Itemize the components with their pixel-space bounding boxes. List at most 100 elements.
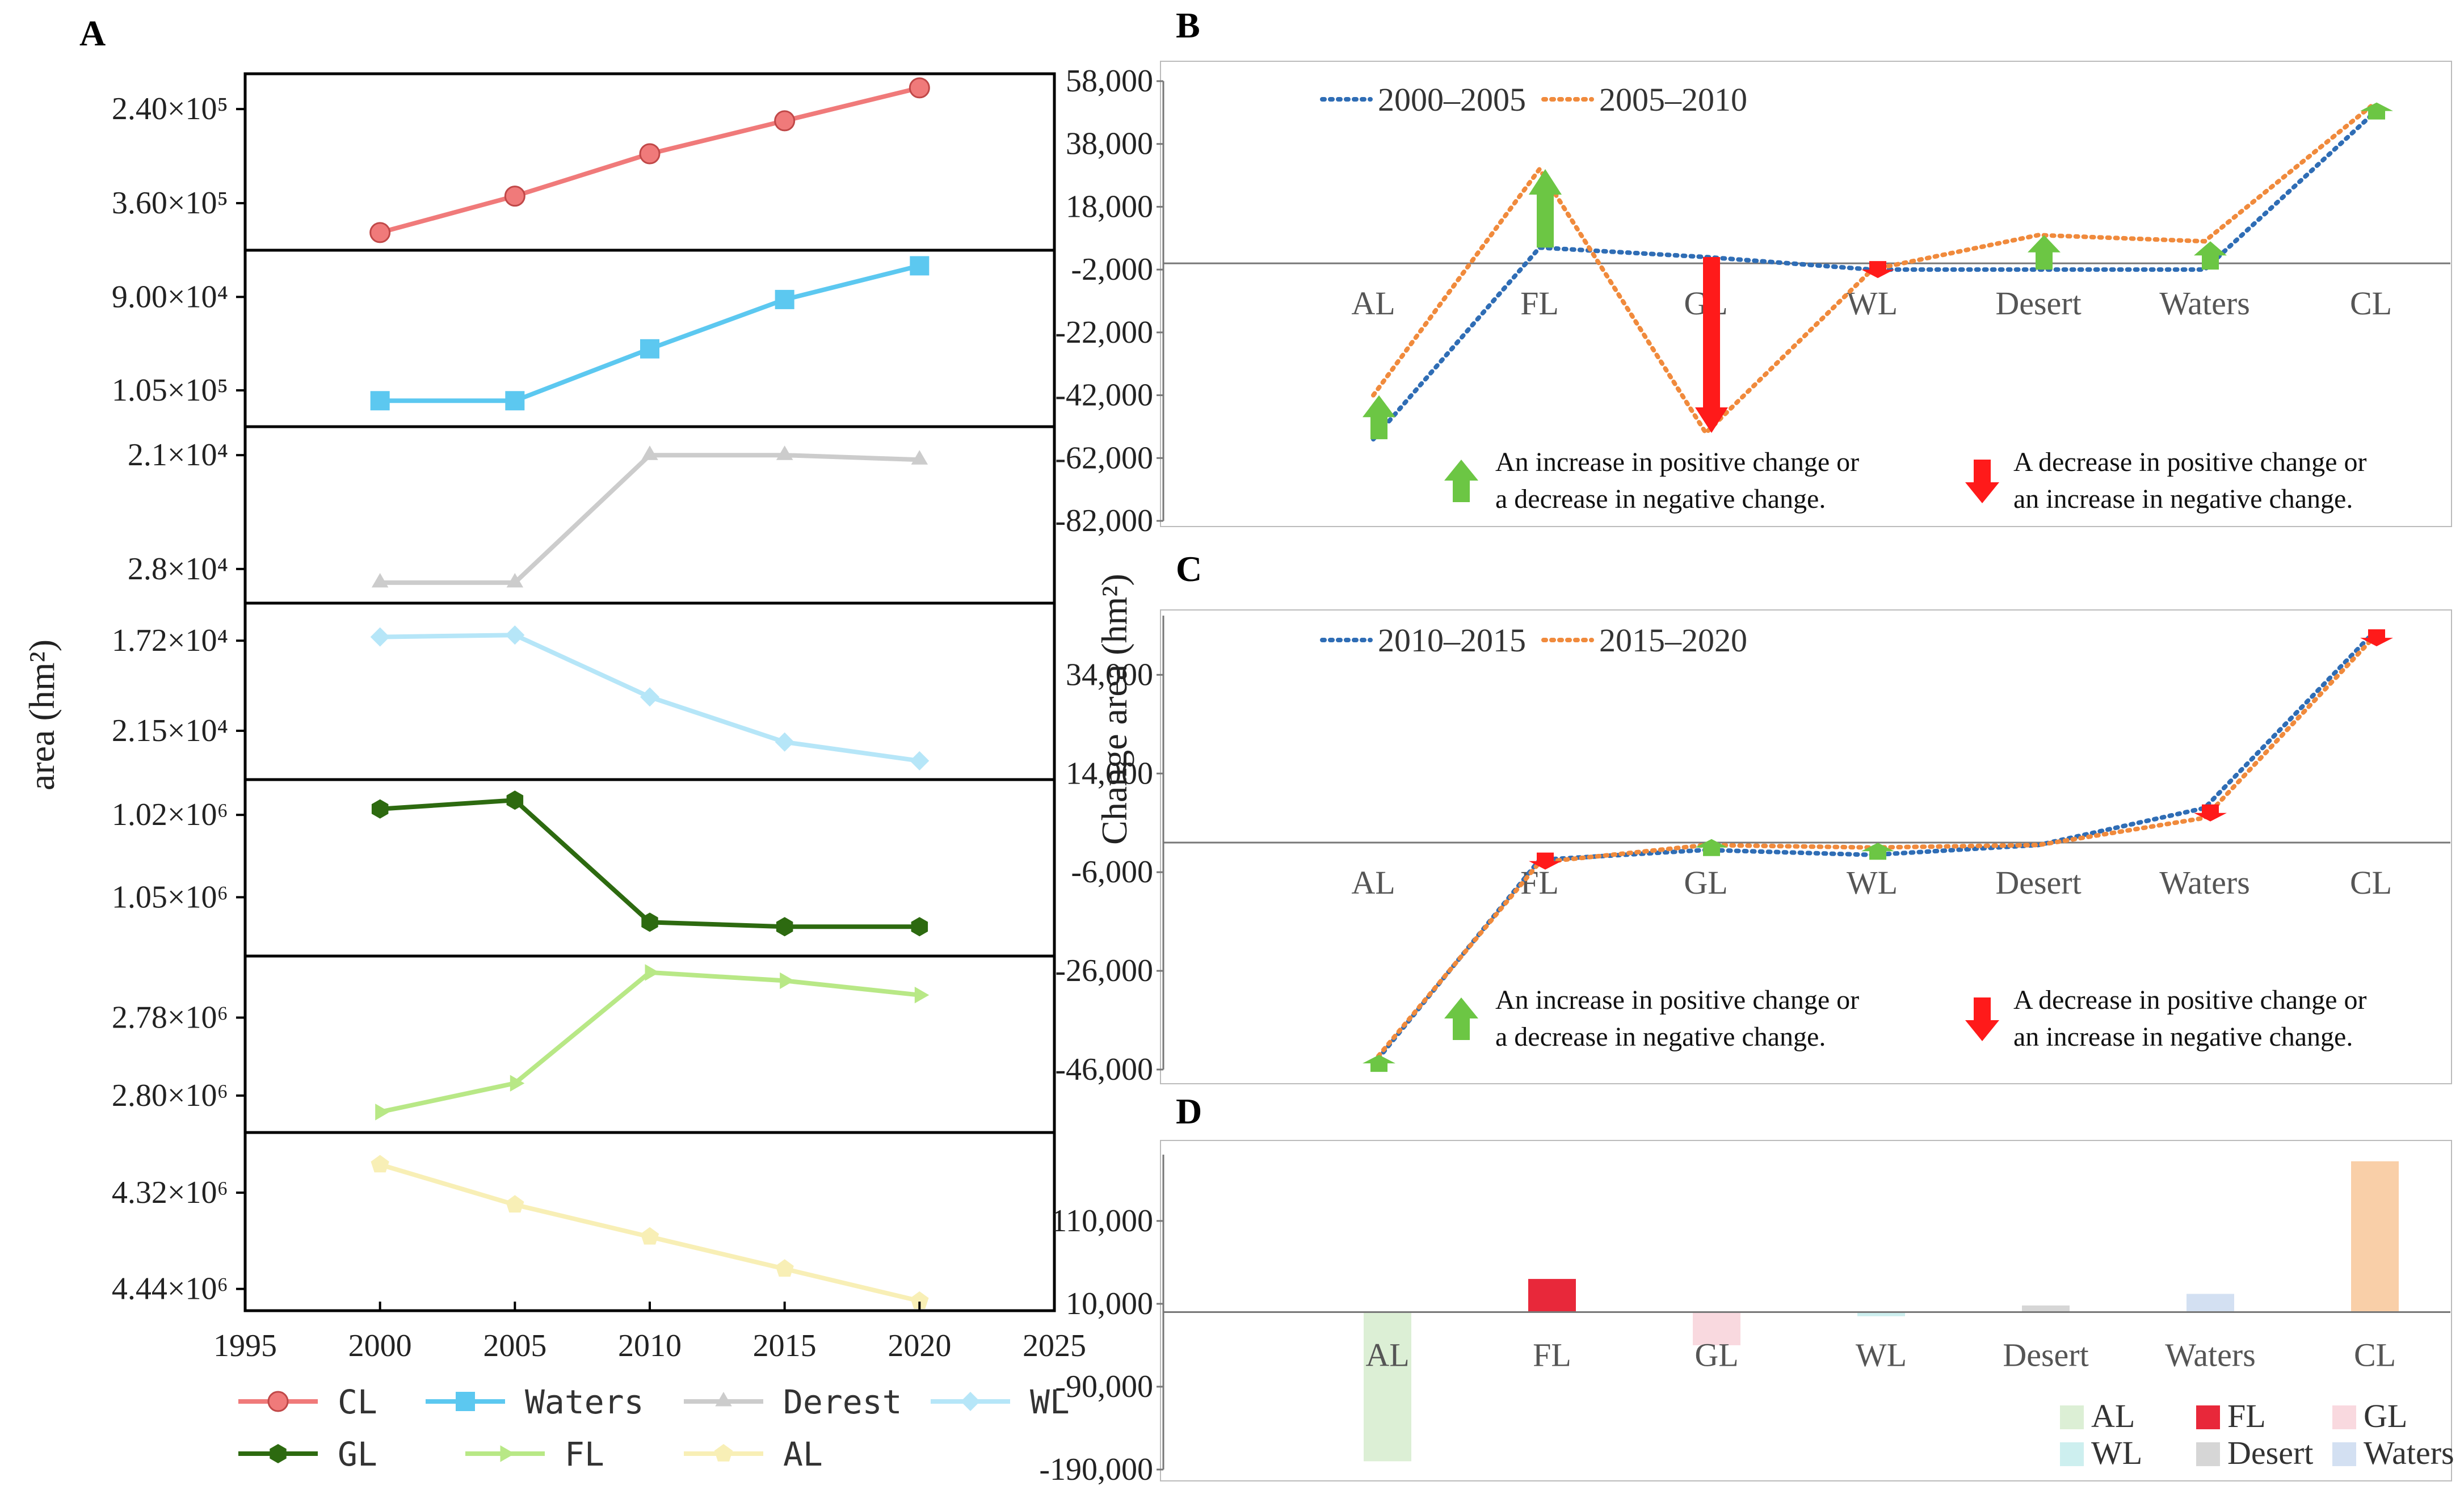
category-label-wl: WL bbox=[1856, 1337, 1907, 1374]
y-tick-label-22-000: -22,000 bbox=[1055, 315, 1153, 350]
legend-entry-desert: Desert bbox=[2196, 1434, 2313, 1471]
change-arrow-al bbox=[1363, 1055, 1395, 1072]
y-tick-label-38-000: 38,000 bbox=[1066, 127, 1153, 162]
y-tick-label-190-000: -190,000 bbox=[1039, 1452, 1153, 1486]
panel-c-frame bbox=[1160, 609, 2452, 1084]
panel-c: C 34,000 14,000 -6,000 -26,000 -46,000 AL FL GL… bbox=[1055, 549, 2452, 1087]
legend-label-fl: FL bbox=[2227, 1397, 2266, 1434]
y-tick-label-34-000: 34,000 bbox=[1066, 657, 1153, 692]
legend-label-2005-2010: 2005–2010 bbox=[1599, 81, 1747, 118]
point-derest-2020 bbox=[911, 450, 928, 465]
note-down-line2: an increase in negative change. bbox=[2013, 484, 2353, 514]
legend-label-desert: Desert bbox=[2227, 1434, 2313, 1471]
legend-entry-2000-2005: 2000–2005 bbox=[1320, 81, 1526, 118]
y-tick-label-58-000: 58,000 bbox=[1066, 64, 1153, 99]
panel-b-frame bbox=[1160, 61, 2452, 527]
panel-d-frame bbox=[1160, 1140, 2452, 1481]
arrow-notes: An increase in positive change or a decre… bbox=[1444, 447, 2366, 514]
x-tick-label-2025: 2025 bbox=[1023, 1328, 1086, 1363]
note-up-line2: a decrease in negative change. bbox=[1495, 1022, 1826, 1052]
series-line-fl bbox=[379, 970, 920, 1114]
bar-desert bbox=[2022, 1305, 2070, 1312]
y-tick-label-14-000: 14,000 bbox=[1066, 756, 1153, 791]
note-down-arrow-icon bbox=[1965, 460, 1999, 503]
bar-gl bbox=[1693, 1312, 1740, 1345]
note-up-line2: a decrease in negative change. bbox=[1495, 484, 1826, 514]
series-line-waters bbox=[380, 263, 920, 403]
change-arrow-wl bbox=[1861, 843, 1894, 860]
change-arrow-gl bbox=[1695, 839, 1728, 856]
note-down-line1: A decrease in positive change or bbox=[2013, 447, 2366, 477]
point-cl-2000 bbox=[369, 222, 391, 243]
subplot-fl: 2.80×10⁶ 2.78×10⁶ bbox=[112, 954, 1054, 1121]
point-cl-2010 bbox=[639, 143, 661, 165]
panel-c-chart: 34,000 14,000 -6,000 -26,000 -46,000 AL FL GL WL… bbox=[1055, 616, 2450, 1087]
point-gl-2005 bbox=[506, 790, 524, 810]
subplot-waters: 1.05×10⁵ 9.00×10⁴ bbox=[112, 249, 1054, 411]
legend-label-al: AL bbox=[783, 1435, 823, 1474]
change-arrow-waters bbox=[2194, 804, 2227, 822]
change-arrow-waters bbox=[2194, 241, 2227, 270]
point-waters-2020 bbox=[910, 256, 930, 276]
arrow-notes: An increase in positive change or a decre… bbox=[1444, 985, 2366, 1052]
bar-waters bbox=[2187, 1294, 2234, 1312]
change-arrow-gl bbox=[1695, 257, 1728, 433]
legend-marker-al bbox=[714, 1444, 733, 1462]
note-down-arrow-icon bbox=[1965, 997, 1999, 1041]
subplot-al: 4.44×10⁶ 4.32×10⁶ bbox=[112, 1131, 1054, 1309]
point-wl-2015 bbox=[775, 732, 794, 752]
series-line-gl bbox=[380, 798, 920, 929]
y-tick-label-42-000: -42,000 bbox=[1055, 378, 1153, 413]
x-tick-label-1995: 1995 bbox=[213, 1328, 277, 1363]
legend-marker-derest bbox=[715, 1392, 732, 1407]
series-line-derest bbox=[380, 453, 920, 585]
legend-swatch bbox=[2060, 1405, 2084, 1429]
change-arrow-cl bbox=[2360, 629, 2393, 647]
category-label-al: AL bbox=[1351, 285, 1395, 322]
point-wl-2020 bbox=[910, 751, 930, 771]
y-tick-label-10-000: 10,000 bbox=[1066, 1286, 1153, 1321]
legend-label-2015-2020: 2015–2020 bbox=[1599, 622, 1747, 659]
subplot-derest: 2.8×10⁴ 2.1×10⁴ bbox=[128, 425, 1054, 588]
legend-entry-gl: GL bbox=[2332, 1397, 2407, 1434]
x-tick-label-2015: 2015 bbox=[753, 1328, 817, 1363]
point-fl-2000 bbox=[375, 1104, 390, 1121]
legend-label-waters: Waters bbox=[525, 1383, 644, 1421]
point-al-2010 bbox=[640, 1227, 659, 1245]
point-fl-2020 bbox=[914, 987, 930, 1004]
category-label-cl: CL bbox=[2350, 864, 2392, 901]
legend-marker-cl bbox=[267, 1391, 289, 1412]
point-waters-2005 bbox=[505, 391, 525, 411]
point-gl-2010 bbox=[641, 912, 658, 932]
legend-label-derest: Derest bbox=[783, 1383, 902, 1421]
panel-d: D 110,000 10,000 -90,000 -190,000 AL FL GL WL De… bbox=[1039, 1091, 2454, 1486]
y-tick-label-al-0: 4.44×10⁶ bbox=[112, 1272, 228, 1307]
legend-marker-wl bbox=[961, 1392, 980, 1411]
bar-al bbox=[1364, 1312, 1411, 1462]
y-tick-label-gl-0: 1.05×10⁶ bbox=[112, 879, 228, 915]
legend-label-cl: CL bbox=[338, 1383, 377, 1421]
point-wl-2010 bbox=[640, 687, 659, 707]
y-tick-label-82-000: -82,000 bbox=[1055, 503, 1153, 538]
category-label-fl: FL bbox=[1520, 285, 1559, 322]
panel-a-ylabel: area (hm²) bbox=[22, 639, 62, 790]
legend-label-wl: WL bbox=[1030, 1383, 1070, 1421]
y-tick-label-6-000: -6,000 bbox=[1071, 854, 1153, 890]
panel-b: B 58,000 38,000 18,000 -2,000 -22,000 -42,000… bbox=[1055, 5, 2452, 538]
y-tick-label-wl-1: 1.72×10⁴ bbox=[112, 623, 228, 658]
point-al-2020 bbox=[910, 1291, 929, 1309]
x-tick-label-2020: 2020 bbox=[888, 1328, 951, 1363]
legend-entry-waters: Waters bbox=[426, 1383, 644, 1421]
y-tick-label-al-1: 4.32×10⁶ bbox=[112, 1175, 228, 1210]
legend-entry-derest: Derest bbox=[684, 1383, 902, 1421]
legend-label-wl: WL bbox=[2091, 1434, 2142, 1471]
y-tick-label-wl-0: 2.15×10⁴ bbox=[112, 713, 228, 748]
change-arrow-fl bbox=[1529, 852, 1562, 870]
panel-a: A area (hm²) 3.60×10⁵ 2.40×10⁵ 1.05×10⁵ 9.0… bbox=[22, 13, 1086, 1474]
legend-entry-gl: GL bbox=[238, 1435, 377, 1474]
point-al-2000 bbox=[371, 1155, 389, 1173]
legend-swatch bbox=[2332, 1442, 2356, 1466]
bar-fl bbox=[1528, 1279, 1576, 1312]
point-cl-2020 bbox=[909, 77, 930, 99]
change-arrow-wl bbox=[1861, 261, 1894, 279]
